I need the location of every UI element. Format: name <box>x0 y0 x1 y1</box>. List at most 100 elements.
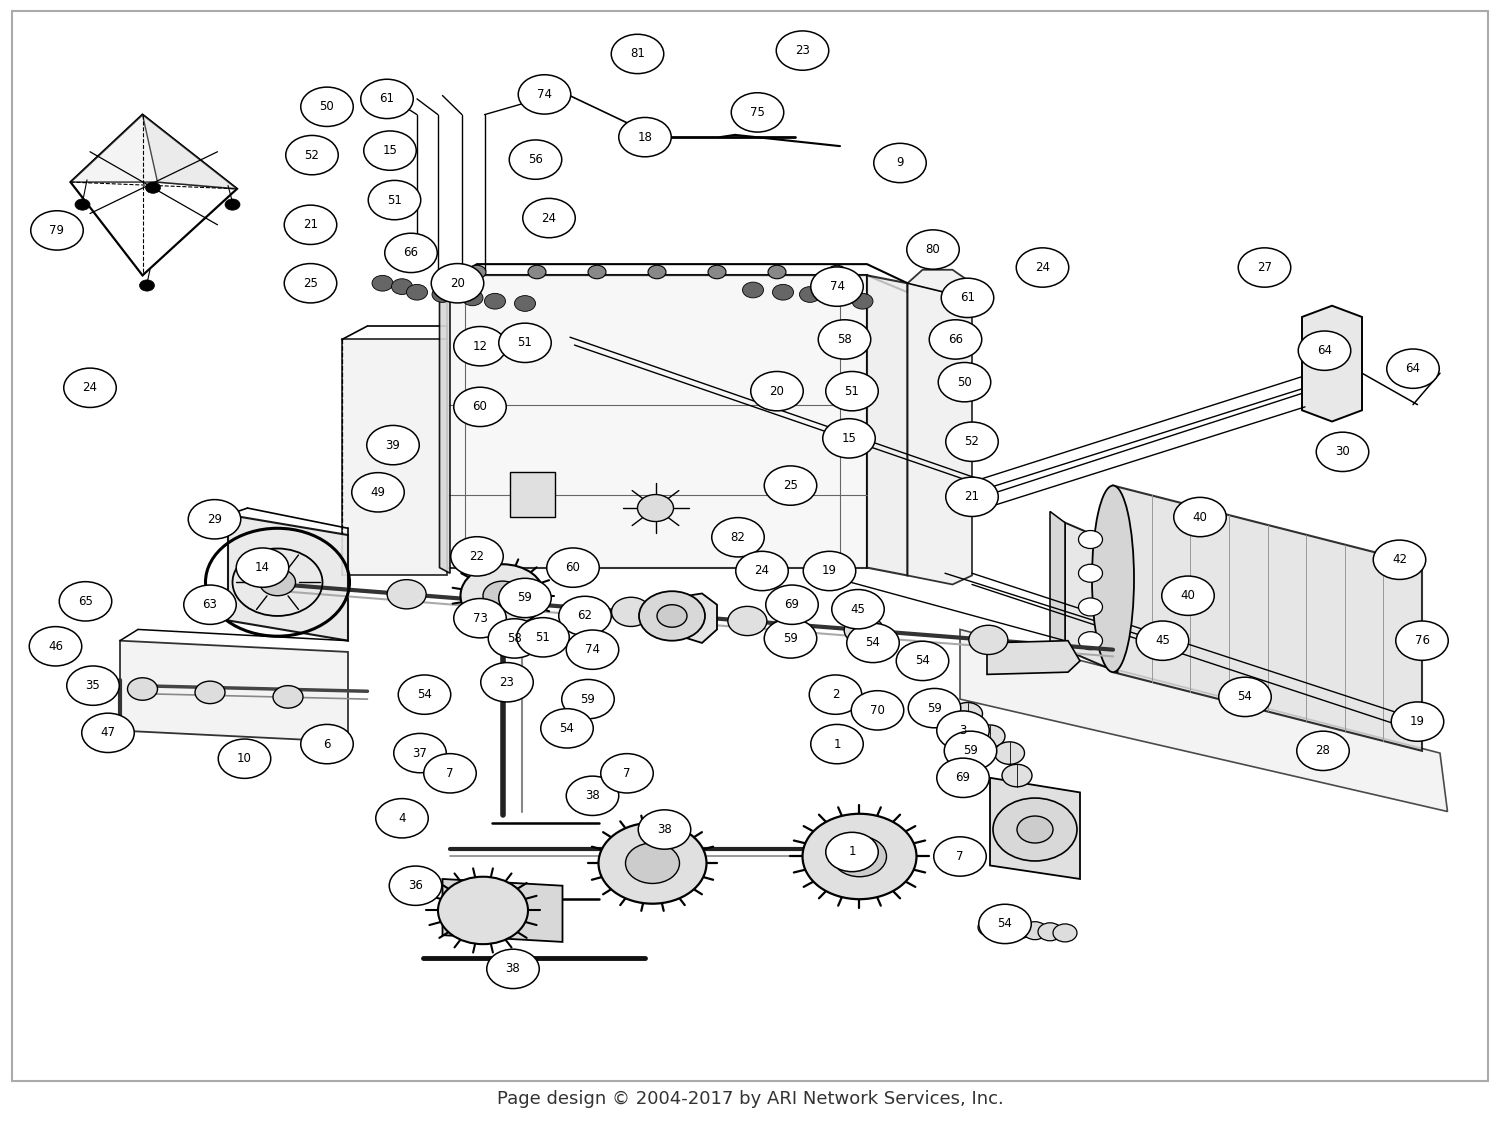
Circle shape <box>63 369 117 407</box>
Text: 7: 7 <box>624 767 630 780</box>
Text: 74: 74 <box>537 88 552 101</box>
Circle shape <box>516 618 570 656</box>
Circle shape <box>453 598 506 638</box>
Circle shape <box>742 282 764 298</box>
Circle shape <box>567 776 618 816</box>
Circle shape <box>612 34 663 74</box>
Text: 52: 52 <box>964 435 980 448</box>
Circle shape <box>300 88 354 126</box>
Text: 15: 15 <box>842 432 856 445</box>
Circle shape <box>639 591 705 641</box>
Text: 3: 3 <box>960 724 966 737</box>
Text: 69: 69 <box>956 771 970 785</box>
Circle shape <box>833 836 886 877</box>
Circle shape <box>453 388 506 427</box>
Circle shape <box>546 549 598 587</box>
Circle shape <box>522 198 576 237</box>
Text: 40: 40 <box>1192 510 1208 524</box>
Circle shape <box>764 466 816 506</box>
Text: 9: 9 <box>897 156 903 170</box>
Polygon shape <box>987 641 1080 674</box>
Circle shape <box>942 279 993 317</box>
Text: 25: 25 <box>303 277 318 290</box>
Text: 58: 58 <box>837 333 852 346</box>
Circle shape <box>764 618 816 659</box>
Text: 51: 51 <box>387 193 402 207</box>
Text: 75: 75 <box>750 106 765 119</box>
Polygon shape <box>908 270 972 584</box>
Polygon shape <box>1065 523 1118 672</box>
Circle shape <box>432 264 483 303</box>
Circle shape <box>393 733 447 773</box>
Circle shape <box>588 265 606 279</box>
Circle shape <box>184 584 237 625</box>
Circle shape <box>1038 923 1062 941</box>
Circle shape <box>1078 564 1102 582</box>
Text: 15: 15 <box>382 144 398 157</box>
Text: 40: 40 <box>1180 589 1196 602</box>
Text: 64: 64 <box>1406 362 1420 375</box>
Text: 80: 80 <box>926 243 940 256</box>
Circle shape <box>140 280 154 291</box>
Text: 61: 61 <box>380 92 394 106</box>
Text: 59: 59 <box>518 591 532 605</box>
Circle shape <box>1392 701 1443 742</box>
Circle shape <box>514 296 535 311</box>
Circle shape <box>486 949 540 989</box>
Circle shape <box>825 371 878 411</box>
Text: 18: 18 <box>638 130 652 144</box>
Circle shape <box>237 549 288 587</box>
Circle shape <box>1239 248 1290 287</box>
Circle shape <box>375 798 429 839</box>
Circle shape <box>897 641 948 681</box>
Circle shape <box>195 681 225 704</box>
Circle shape <box>800 287 820 302</box>
Text: 45: 45 <box>1155 634 1170 647</box>
Circle shape <box>387 580 426 609</box>
Circle shape <box>260 569 296 596</box>
Circle shape <box>392 279 412 294</box>
Circle shape <box>225 199 240 210</box>
Text: 39: 39 <box>386 438 400 452</box>
Text: 51: 51 <box>844 384 859 398</box>
Polygon shape <box>1050 511 1065 658</box>
Text: 50: 50 <box>320 100 334 114</box>
Text: 82: 82 <box>730 531 746 544</box>
Circle shape <box>1008 921 1032 939</box>
Text: 59: 59 <box>927 701 942 715</box>
Text: 54: 54 <box>865 636 880 650</box>
Circle shape <box>366 426 419 465</box>
Text: 81: 81 <box>630 47 645 61</box>
Circle shape <box>828 265 846 279</box>
Text: 29: 29 <box>207 513 222 526</box>
Circle shape <box>822 419 874 459</box>
Text: 23: 23 <box>500 676 514 689</box>
Text: 23: 23 <box>795 44 810 57</box>
Circle shape <box>300 724 354 764</box>
Text: 59: 59 <box>580 692 596 706</box>
Circle shape <box>1218 677 1270 717</box>
Circle shape <box>1078 632 1102 650</box>
Text: 24: 24 <box>82 381 98 395</box>
Text: 65: 65 <box>78 595 93 608</box>
Text: 56: 56 <box>528 153 543 166</box>
Text: 74: 74 <box>585 643 600 656</box>
Text: 58: 58 <box>507 632 522 645</box>
Circle shape <box>945 423 999 461</box>
Circle shape <box>978 904 1032 944</box>
Circle shape <box>936 758 990 798</box>
Circle shape <box>810 674 861 715</box>
Circle shape <box>1296 732 1350 771</box>
Circle shape <box>483 581 522 610</box>
Circle shape <box>351 472 405 511</box>
Circle shape <box>567 629 618 670</box>
Circle shape <box>908 688 960 728</box>
Circle shape <box>384 234 438 272</box>
Circle shape <box>484 293 506 309</box>
Text: 28: 28 <box>1316 744 1330 758</box>
Circle shape <box>945 732 996 771</box>
Polygon shape <box>960 629 1448 812</box>
Circle shape <box>30 211 84 250</box>
Circle shape <box>975 725 1005 747</box>
Circle shape <box>1023 922 1047 940</box>
